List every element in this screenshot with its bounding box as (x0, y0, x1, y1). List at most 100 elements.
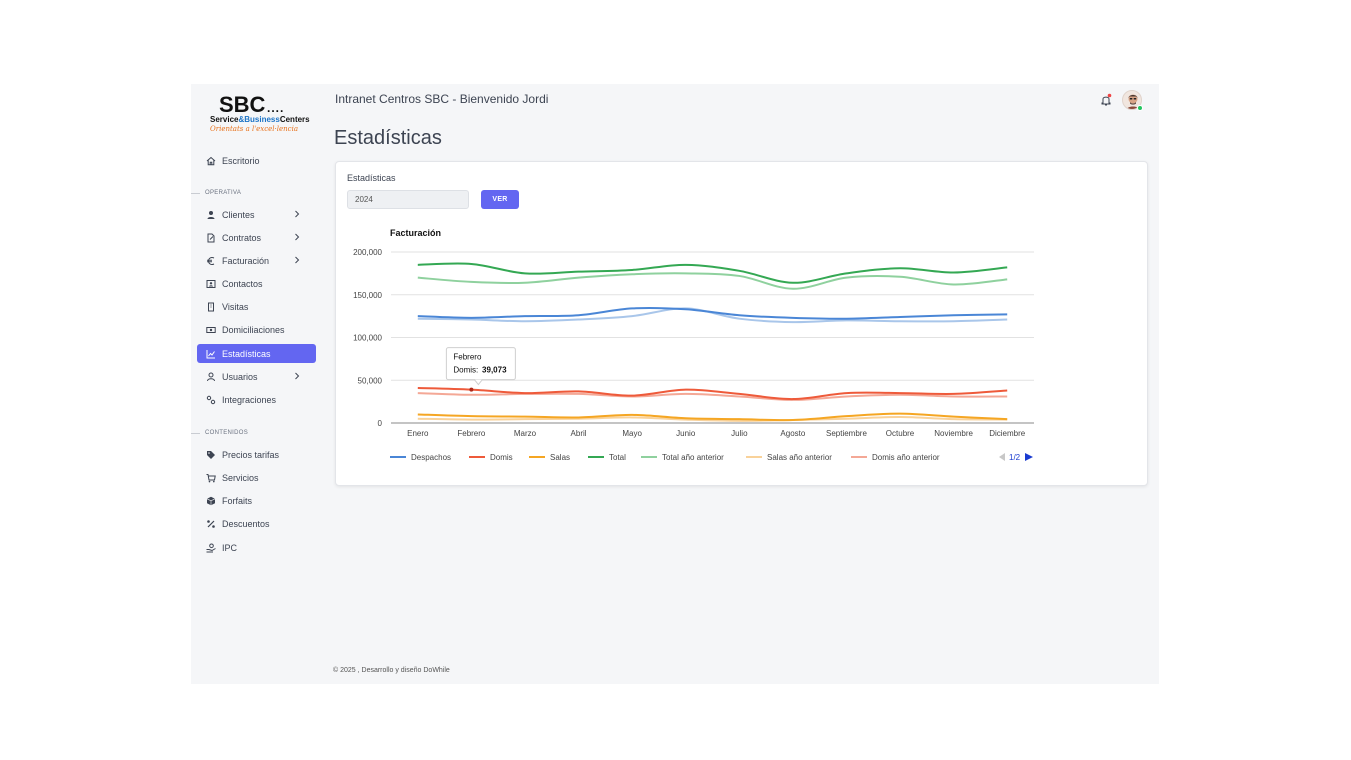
x-tick-label: Marzo (514, 429, 537, 438)
legend-item: Salas año anterior (767, 453, 832, 462)
logo-dots: .... (267, 101, 285, 115)
logo-sub-amp: & (238, 115, 245, 124)
sidebar-item-label: Domiciliaciones (222, 324, 285, 335)
chevron-right-icon (295, 372, 300, 380)
sidebar-item-label: Contratos (222, 232, 262, 243)
cart-icon (206, 473, 216, 482)
logo-sub-3: Centers (279, 115, 310, 124)
legend-item: Domis (490, 453, 513, 462)
legend-item: Domis año anterior (872, 453, 940, 462)
sidebar-item-estadisticas[interactable]: Estadísticas (197, 344, 316, 363)
series-line-despachos-ano-anterior (417, 307, 1008, 324)
sidebar-item-usuarios[interactable]: Usuarios (197, 367, 316, 386)
series-line-salas-a-o-anterior (417, 416, 1008, 422)
ver-button[interactable]: VER (481, 190, 519, 209)
x-tick-label: Noviembre (934, 429, 973, 438)
chevron-right-icon (295, 210, 300, 218)
sidebar-item-label: IPC (222, 542, 238, 553)
tooltip-point (469, 387, 474, 392)
online-status-dot (1137, 105, 1143, 111)
sidebar-item-forfaits[interactable]: Forfaits (197, 491, 316, 510)
sidebar-item-label: Usuarios (222, 371, 258, 382)
legend-next-icon[interactable] (1025, 453, 1033, 461)
tooltip-value: 39,073 (482, 366, 507, 375)
sidebar-item-label: Visitas (222, 301, 249, 312)
tooltip-arrow (473, 379, 483, 386)
sidebar-item-precios-tarifas[interactable]: Precios tarifas (197, 445, 316, 464)
y-tick-label: 0 (378, 419, 383, 428)
series-line-despachos (417, 306, 1008, 320)
x-tick-label: Abril (571, 429, 587, 438)
chart-title: Facturación (390, 228, 441, 238)
x-tick-label: Agosto (780, 429, 805, 438)
sidebar-item-domiciliaciones[interactable]: Domiciliaciones (197, 320, 316, 339)
sidebar-item-contactos[interactable]: Contactos (197, 274, 316, 293)
logo-tagline: Orientats a l'excel·lencia (210, 125, 298, 133)
sidebar-item-integraciones[interactable]: Integraciones (197, 390, 316, 409)
avatar-face-icon (1126, 94, 1140, 109)
sidebar-item-label: Descuentos (222, 518, 270, 529)
document-icon (207, 233, 215, 242)
sidebar-item-label: Servicios (222, 472, 259, 483)
sidebar-item-label: Facturación (222, 255, 270, 266)
series-line-domis-a-o-anterior (417, 392, 1008, 401)
sidebar-item-label: Escritorio (222, 155, 260, 166)
x-tick-label: Junio (676, 429, 696, 438)
x-tick-label: Mayo (622, 429, 642, 438)
sidebar-item-label: Precios tarifas (222, 449, 280, 460)
series-line-domis (417, 386, 1008, 401)
sidebar-item-descuentos[interactable]: Descuentos (197, 514, 316, 533)
sidebar-item-label: Contactos (222, 278, 263, 289)
chart-line-icon (206, 349, 215, 358)
section-divider (191, 432, 200, 434)
card-title: Estadísticas (347, 173, 396, 183)
chevron-right-icon (295, 256, 300, 264)
euro-icon (207, 256, 215, 265)
series-line-total (417, 262, 1008, 284)
section-label-text: CONTENIDOS (205, 430, 249, 436)
tooltip-series-label: Domis (453, 366, 476, 375)
sidebar-item-ipc[interactable]: IPC (197, 538, 316, 557)
legend-item: Total año anterior (662, 453, 724, 462)
sidebar: SBC .... Service&BusinessCenters Orienta… (191, 84, 323, 684)
x-tick-label: Octubre (886, 429, 915, 438)
legend-page-indicator: 1/2 (1009, 453, 1021, 462)
sidebar-item-label: Forfaits (222, 495, 253, 506)
logo-subtitle: Service&BusinessCenters (210, 115, 310, 124)
box-icon (206, 496, 216, 505)
legend-item: Salas (550, 453, 570, 462)
section-divider (191, 192, 200, 194)
sidebar-item-label: Clientes (222, 209, 255, 220)
section-label-text: OPERATIVA (205, 190, 242, 196)
y-tick-label: 50,000 (358, 376, 383, 385)
y-tick-label: 100,000 (353, 334, 382, 343)
sidebar-item-label: Integraciones (222, 394, 277, 405)
legend-prev-icon[interactable] (999, 453, 1005, 461)
chevron-right-icon (295, 233, 300, 241)
page-title: Estadísticas (334, 127, 442, 149)
facturacion-line-chart: Facturación 0 50,000 100,000 150,000 200,000 E… (353, 228, 1034, 462)
logo-main-text: SBC (219, 92, 266, 117)
sidebar-item-clientes[interactable]: Clientes (197, 205, 316, 224)
sidebar-item-servicios[interactable]: Servicios (197, 468, 316, 487)
legend-item: Total (609, 453, 626, 462)
sidebar-item-label: Estadísticas (222, 348, 271, 359)
series-line-total-a-o-anterior (417, 272, 1008, 290)
footer-text: © 2025 , Desarrollo y diseño DoWhile (333, 667, 450, 674)
sidebar-item-escritorio[interactable]: Escritorio (197, 151, 316, 170)
hand-money-icon (206, 543, 216, 552)
home-icon (206, 156, 216, 165)
contact-card-icon (206, 279, 216, 288)
sidebar-item-visitas[interactable]: Visitas (197, 297, 316, 316)
users-icon (207, 210, 215, 219)
app-window: SBC .... Service&BusinessCenters Orienta… (191, 84, 1159, 684)
sidebar-item-facturacion[interactable]: Facturación (197, 251, 316, 270)
y-tick-label: 200,000 (353, 248, 382, 257)
money-icon (206, 326, 216, 333)
sbc-logo[interactable]: SBC .... Service&BusinessCenters Orienta… (209, 94, 311, 136)
year-input[interactable] (347, 190, 469, 209)
tags-icon (207, 450, 215, 459)
user-icon (207, 372, 215, 381)
bell-icon[interactable] (1100, 93, 1112, 107)
sidebar-item-contratos[interactable]: Contratos (197, 228, 316, 247)
